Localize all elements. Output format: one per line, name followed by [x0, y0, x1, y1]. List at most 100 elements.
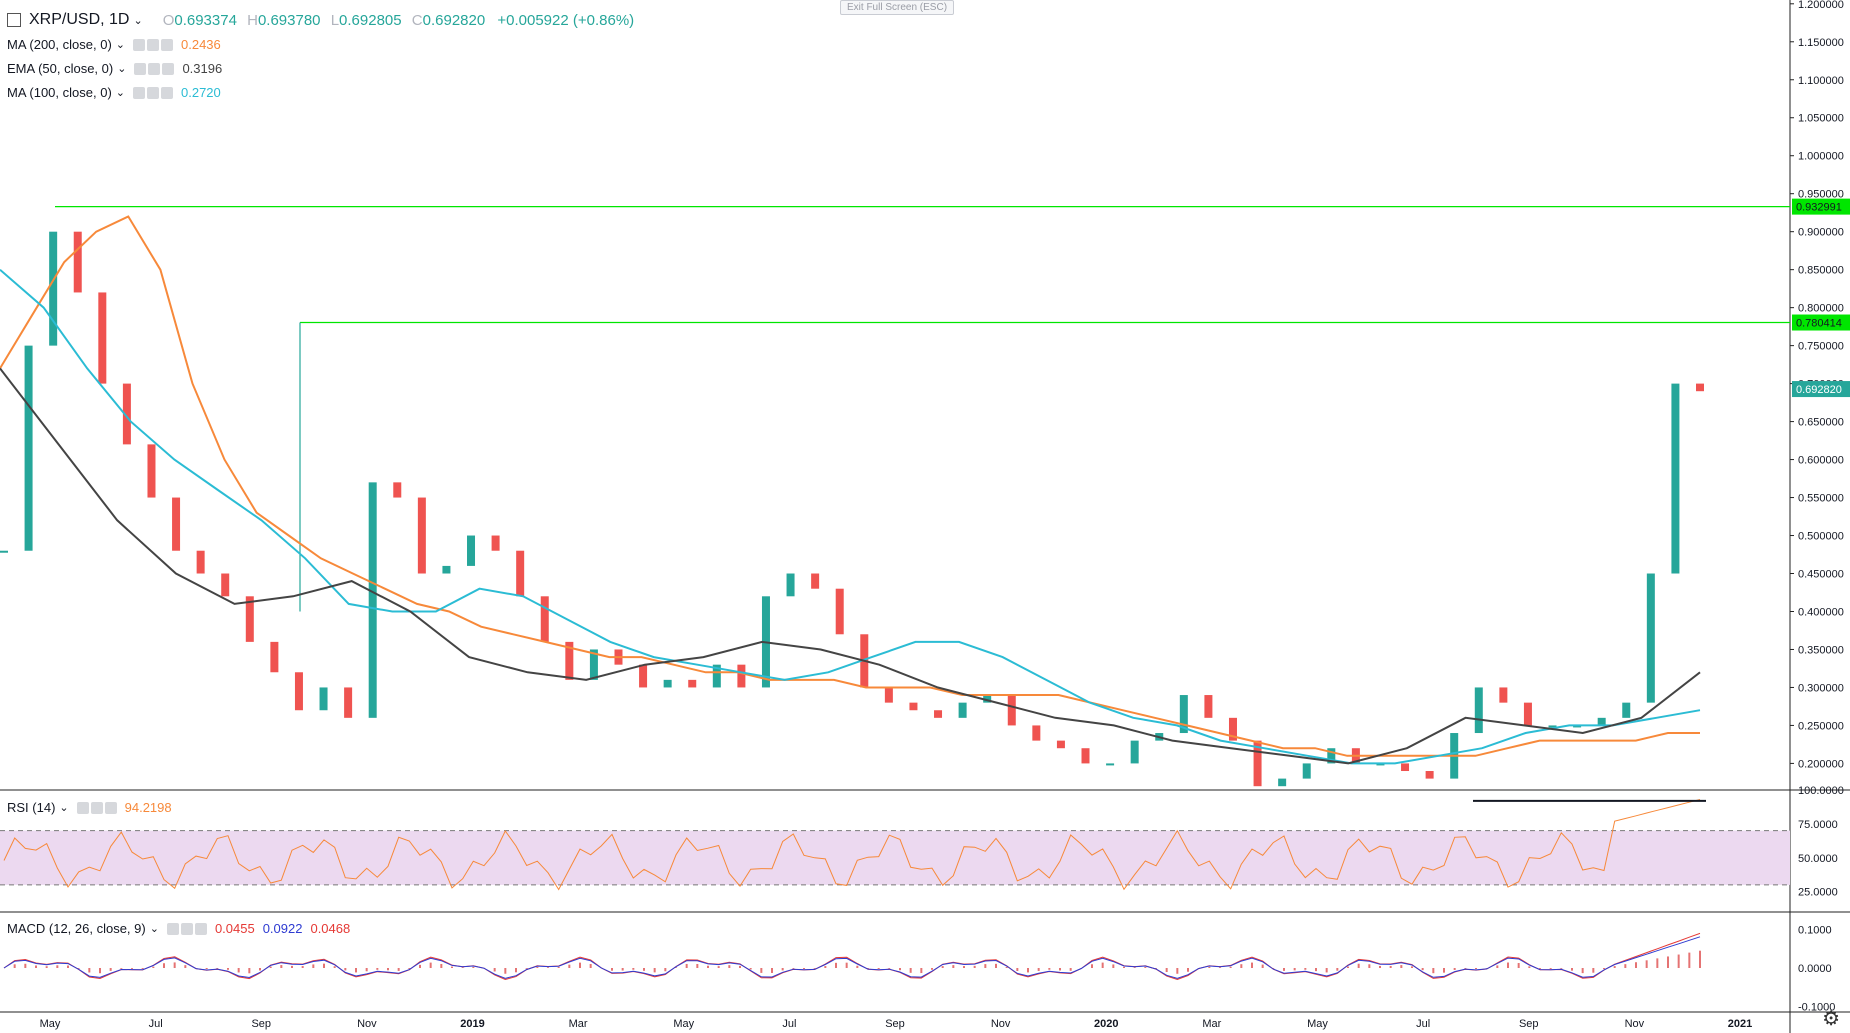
macd-histogram-bar: [1133, 967, 1136, 968]
indicator-buttons[interactable]: [134, 62, 175, 75]
candle: [1032, 725, 1041, 741]
macd-histogram-bar: [1517, 963, 1520, 968]
candle: [98, 292, 107, 384]
indicator-buttons[interactable]: [76, 801, 117, 814]
settings-icon[interactable]: [90, 801, 103, 814]
time-axis-label: Jul: [149, 1018, 163, 1030]
close-icon[interactable]: [161, 38, 173, 51]
eye-icon[interactable]: [133, 86, 145, 99]
macd-histogram-bar: [984, 964, 987, 968]
macd-histogram-bar: [1688, 952, 1691, 968]
macd-histogram-bar: [205, 968, 208, 970]
macd-value-1: 0.0455: [214, 921, 255, 936]
time-axis-label: Nov: [1625, 1018, 1645, 1030]
candle: [393, 482, 402, 498]
chevron-down-icon[interactable]: ⌄: [59, 802, 69, 814]
macd-histogram-bar: [291, 965, 293, 968]
macd-histogram-bar: [248, 968, 251, 974]
macd-histogram-bar: [344, 968, 347, 971]
rsi-axis-label: 100.0000: [1798, 785, 1844, 797]
macd-histogram-bar: [1624, 964, 1627, 968]
price-marker-label: 0.932991: [1796, 202, 1842, 214]
rsi-band: [0, 830, 1790, 885]
indicator-buttons[interactable]: [133, 38, 173, 51]
macd-histogram-bar: [1699, 950, 1701, 968]
candle: [811, 573, 820, 589]
indicator-buttons[interactable]: [166, 922, 207, 935]
chevron-down-icon[interactable]: ⌄: [115, 87, 125, 99]
candle: [1253, 740, 1262, 787]
chevron-down-icon[interactable]: ⌄: [115, 39, 125, 51]
macd-histogram-bar: [515, 968, 517, 973]
candle: [467, 535, 476, 566]
chevron-down-icon[interactable]: ⌄: [117, 63, 127, 75]
settings-icon[interactable]: [147, 38, 159, 51]
time-axis-label: Sep: [885, 1018, 905, 1030]
close-icon[interactable]: [104, 801, 117, 814]
macd-histogram-bar: [56, 965, 59, 968]
close-icon[interactable]: [162, 62, 175, 75]
ohlc-readout: O0.693374 H0.693780 L0.692805 C0.692820 …: [162, 11, 635, 29]
price-axis-label: 0.750000: [1798, 341, 1844, 353]
close-icon[interactable]: [161, 86, 173, 99]
macd-histogram-bar: [1165, 968, 1168, 973]
macd-histogram-bar: [728, 965, 731, 968]
menu-icon[interactable]: [7, 13, 21, 27]
candle: [1425, 771, 1434, 779]
exit-fullscreen-button[interactable]: Exit Full Screen (ESC): [840, 0, 955, 15]
macd-histogram-bar: [1389, 965, 1392, 968]
macd-axis-label: 0.0000: [1798, 963, 1832, 975]
macd-histogram-bar: [1048, 968, 1051, 970]
macd-histogram-bar: [717, 966, 720, 968]
macd-histogram-bar: [739, 965, 741, 968]
macd-histogram-bar: [312, 964, 315, 968]
legend-ema50[interactable]: EMA (50, close, 0) ⌄ 0.3196: [7, 61, 223, 76]
legend-ma200[interactable]: MA (200, close, 0) ⌄ 0.2436: [7, 37, 221, 52]
interval[interactable]: 1D: [109, 11, 130, 28]
legend-macd[interactable]: MACD (12, 26, close, 9) ⌄ 0.0455 0.0922 0…: [7, 921, 351, 936]
eye-icon[interactable]: [166, 922, 179, 935]
macd-histogram-bar: [376, 968, 379, 970]
settings-icon[interactable]: [147, 86, 159, 99]
candle: [49, 231, 58, 346]
macd-histogram-bar: [1283, 968, 1285, 971]
macd-histogram-bar: [845, 962, 848, 968]
legend-ma100[interactable]: MA (100, close, 0) ⌄ 0.2720: [7, 85, 221, 100]
candle: [1597, 717, 1606, 726]
price-marker-label: 0.692820: [1796, 384, 1842, 396]
macd-histogram-bar: [931, 968, 933, 970]
eye-icon[interactable]: [134, 62, 147, 75]
legend-rsi[interactable]: RSI (14) ⌄ 94.2198: [7, 800, 172, 815]
macd-histogram-bar: [259, 968, 261, 971]
chevron-down-icon[interactable]: ⌄: [133, 14, 143, 27]
eye-icon[interactable]: [133, 38, 145, 51]
macd-histogram-bar: [24, 963, 27, 968]
macd-histogram-bar: [781, 968, 784, 971]
candle: [73, 231, 82, 293]
candle: [1646, 573, 1655, 703]
macd-histogram-bar: [1379, 965, 1381, 968]
macd-histogram-bar: [824, 966, 827, 968]
candle: [1327, 748, 1336, 764]
ma100-line: [0, 268, 1701, 765]
price-axis-label: 1.050000: [1798, 113, 1844, 125]
chevron-down-icon[interactable]: ⌄: [149, 923, 159, 935]
candle: [565, 641, 574, 680]
macd-histogram-bar: [173, 962, 176, 968]
settings-icon[interactable]: [180, 922, 193, 935]
price-axis-label: 0.650000: [1798, 417, 1844, 429]
settings-icon[interactable]: [148, 62, 161, 75]
macd-histogram-bar: [216, 968, 219, 969]
macd-histogram-bar: [909, 968, 912, 973]
symbol-name[interactable]: XRP/USD: [29, 11, 101, 28]
indicator-buttons[interactable]: [133, 86, 173, 99]
macd-histogram-bar: [1059, 968, 1061, 971]
settings-gear-icon[interactable]: ⚙: [1822, 1008, 1840, 1030]
time-axis-label: May: [673, 1018, 694, 1030]
close-icon[interactable]: [194, 922, 207, 935]
candle: [344, 687, 353, 718]
candle: [0, 550, 8, 553]
eye-icon[interactable]: [76, 801, 89, 814]
macd-histogram-bar: [835, 962, 837, 968]
